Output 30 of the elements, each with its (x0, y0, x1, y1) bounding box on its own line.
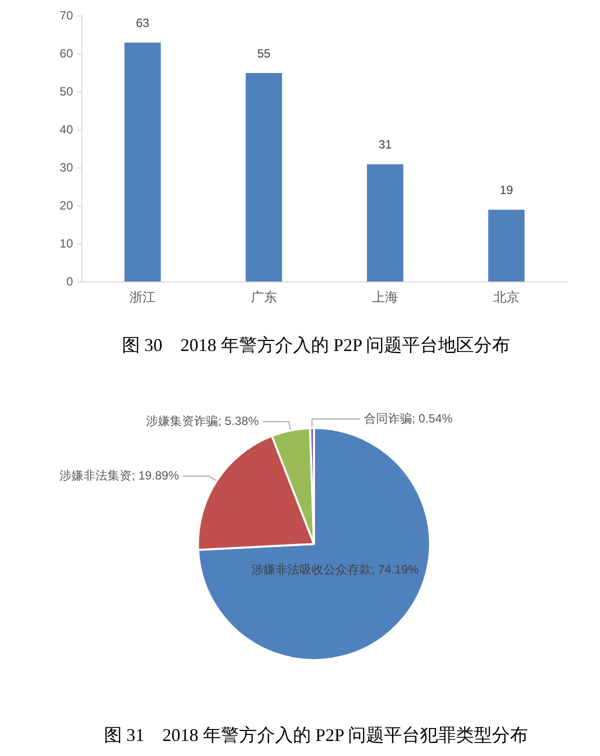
x-tick-label: 浙江 (130, 289, 156, 304)
y-tick-label: 0 (66, 274, 74, 288)
x-tick-label: 北京 (493, 289, 520, 304)
data-label: ; 5.38% (218, 414, 260, 428)
data-label: ; 0.54% (412, 411, 453, 426)
slice-label: 涉嫌非法集资 (60, 468, 132, 482)
text: 图 30 2018 年警方介入的 P2P 问题平台地区分布 (122, 335, 510, 355)
data-label: 31 (378, 138, 392, 152)
slice-label: 涉嫌集资诈骗 (146, 414, 218, 428)
slice-label: 涉嫌非法吸收公众存款 (251, 562, 372, 577)
data-label: 63 (136, 16, 150, 30)
y-tick-label: 10 (60, 236, 74, 250)
y-tick-label: 50 (60, 84, 74, 98)
data-label: 55 (257, 46, 271, 60)
y-tick-label: 70 (60, 8, 74, 22)
data-label: ; 19.89% (132, 468, 180, 482)
text: 图 31 2018 年警方介入的 P2P 问题平台犯罪类型分布 (104, 725, 528, 745)
data-label: 19 (500, 183, 514, 198)
bar (488, 210, 525, 282)
y-tick-label: 60 (60, 46, 74, 60)
y-tick-label: 30 (60, 160, 74, 174)
x-tick-label: 上海 (372, 289, 398, 304)
data-label: ; 74.19% (371, 562, 420, 577)
y-tick-label: 20 (60, 198, 74, 212)
slice-label: 合同诈骗 (364, 411, 412, 426)
bar (124, 42, 161, 282)
bar (366, 164, 404, 282)
bar (246, 73, 282, 282)
y-tick-label: 40 (60, 122, 74, 136)
x-tick-label: 广东 (250, 289, 277, 304)
